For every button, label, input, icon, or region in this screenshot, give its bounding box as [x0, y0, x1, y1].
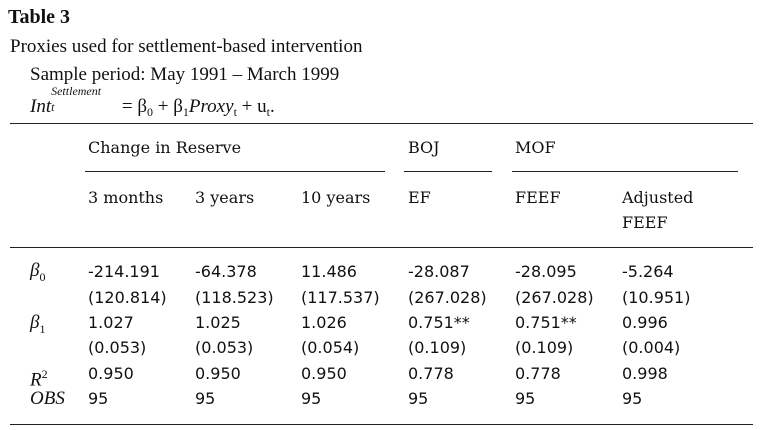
- beta0-se-3-years: (118.523): [195, 288, 274, 307]
- beta1-se-feef: (0.109): [515, 338, 574, 357]
- row-label-beta0: β0: [30, 261, 45, 287]
- obs-adjusted-feef: 95: [622, 389, 643, 408]
- beta1-coef-feef: 0.751**: [515, 313, 577, 332]
- obs-3-months: 95: [88, 389, 109, 408]
- col-header-3-months: 3 months: [88, 188, 164, 207]
- beta1-coef-ef: 0.751**: [408, 313, 470, 332]
- equation-rhs-2: + β: [153, 96, 183, 117]
- obs-10-years: 95: [301, 389, 322, 408]
- beta0-se-ef: (267.028): [408, 288, 487, 307]
- beta1-se-adjusted-feef: (0.004): [622, 338, 681, 357]
- table-label: Table 3: [8, 6, 71, 28]
- group-header-boj: BOJ: [408, 138, 440, 157]
- col-header-feef: FEEF: [515, 188, 561, 207]
- beta0-se-3-months: (120.814): [88, 288, 167, 307]
- equation-lhs: Int: [30, 96, 52, 117]
- row-label-beta1-sub: 1: [39, 321, 46, 336]
- beta1-coef-10-years: 1.026: [301, 313, 347, 332]
- r2-adjusted-feef: 0.998: [622, 364, 668, 383]
- r2-3-months: 0.950: [88, 364, 134, 383]
- col-header-ef: EF: [408, 188, 431, 207]
- row-label-beta1-symbol: β: [30, 312, 40, 333]
- r2-ef: 0.778: [408, 364, 454, 383]
- equation-lhs-subscript: t: [51, 100, 55, 114]
- group-header-mof: MOF: [515, 138, 556, 157]
- equation-end: .: [269, 96, 275, 117]
- row-label-r2: R2: [30, 364, 48, 390]
- beta0-coef-feef: -28.095: [515, 262, 577, 281]
- top-rule: [10, 123, 753, 124]
- beta0-se-10-years: (117.537): [301, 288, 380, 307]
- equation-rhs-3: + u: [236, 96, 267, 117]
- sample-period: Sample period: May 1991 – March 1999: [30, 64, 340, 85]
- group-rule-reserve: [85, 171, 385, 172]
- r2-feef: 0.778: [515, 364, 561, 383]
- obs-3-years: 95: [195, 389, 216, 408]
- row-label-r2-sup: 2: [41, 367, 48, 381]
- beta0-coef-3-months: -214.191: [88, 262, 160, 281]
- beta1-se-ef: (0.109): [408, 338, 467, 357]
- r2-10-years: 0.950: [301, 364, 347, 383]
- header-rule: [10, 247, 753, 248]
- equation-rhs-1: = β: [117, 96, 147, 117]
- beta1-se-3-months: (0.053): [88, 338, 147, 357]
- bottom-rule: [10, 424, 753, 425]
- equation-proxy-sub: t: [233, 105, 237, 119]
- beta1-se-3-years: (0.053): [195, 338, 254, 357]
- row-label-r2-symbol: R: [30, 369, 42, 391]
- obs-feef: 95: [515, 389, 536, 408]
- beta1-coef-3-years: 1.025: [195, 313, 241, 332]
- beta1-coef-3-months: 1.027: [88, 313, 134, 332]
- beta0-coef-3-years: -64.378: [195, 262, 257, 281]
- r2-3-years: 0.950: [195, 364, 241, 383]
- row-label-beta1: β1: [30, 313, 45, 339]
- equation-lhs-superscript: Settlement: [51, 84, 102, 98]
- beta1-se-10-years: (0.054): [301, 338, 360, 357]
- equation-u-sub: t: [266, 105, 270, 119]
- beta0-se-feef: (267.028): [515, 288, 594, 307]
- equation-beta0-sub: 0: [147, 105, 153, 119]
- beta0-se-adjusted-feef: (10.951): [622, 288, 691, 307]
- group-rule-mof: [512, 171, 738, 172]
- row-label-beta0-sub: 0: [39, 269, 46, 284]
- col-header-adjusted-feef-line1: Adjusted: [622, 188, 694, 207]
- table-title: Proxies used for settlement-based interv…: [10, 36, 363, 57]
- regression-equation: Int Settlement t = β0 + β1Proxyt + ut.: [30, 84, 275, 119]
- equation-beta1-sub: 1: [182, 105, 189, 119]
- equation-lhs-scripts: Settlement t: [51, 84, 117, 114]
- col-header-10-years: 10 years: [301, 188, 371, 207]
- row-label-obs: OBS: [30, 388, 65, 409]
- group-header-reserve: Change in Reserve: [88, 138, 242, 157]
- beta0-coef-adjusted-feef: -5.264: [622, 262, 674, 281]
- beta1-coef-adjusted-feef: 0.996: [622, 313, 668, 332]
- obs-ef: 95: [408, 389, 429, 408]
- col-header-adjusted-feef-line2: FEEF: [622, 213, 668, 232]
- row-label-beta0-symbol: β: [30, 260, 40, 281]
- beta0-coef-ef: -28.087: [408, 262, 470, 281]
- equation-proxy: Proxy: [188, 96, 234, 117]
- col-header-3-years: 3 years: [195, 188, 255, 207]
- group-rule-boj: [404, 171, 492, 172]
- beta0-coef-10-years: 11.486: [301, 262, 357, 281]
